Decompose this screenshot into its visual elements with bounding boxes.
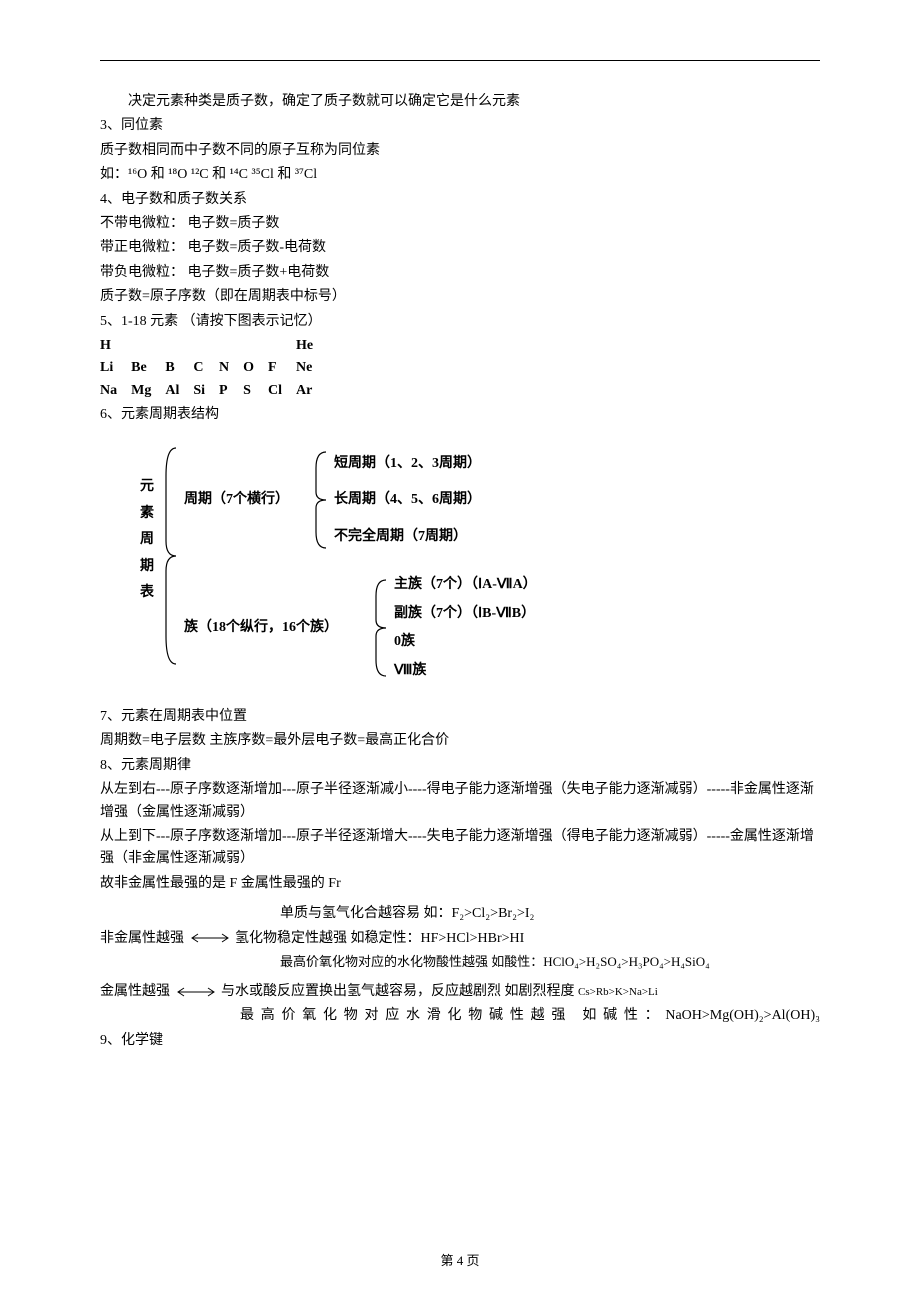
element-cell: O [243, 357, 268, 379]
brace-icon [374, 578, 388, 678]
root-char: 期 [140, 556, 156, 578]
metal-block: 金属性越强 与水或酸反应置换出氢气越容易，反应越剧烈 如剧烈程度 Cs>Rb>K… [100, 981, 820, 1028]
main-group: 主族（7个）（ⅠA-ⅦA） [394, 574, 537, 596]
element-cell: Mg [131, 380, 165, 402]
paragraph: 从上到下---原子序数逐渐增加---原子半径逐渐增大----失电子能力逐渐增强（… [100, 826, 820, 871]
paragraph: 决定元素种类是质子数，确定了质子数就可以确定它是什么元素 [100, 91, 820, 113]
root-char: 素 [140, 503, 156, 525]
small-text: Cs>Rb>K>Na>Li [578, 986, 658, 998]
label-post: 与水或酸反应置换出氢气越容易，反应越剧烈 如剧烈程度 [221, 984, 578, 999]
table-row: H He [100, 335, 327, 357]
nonmetal-block: 单质与氢气化合越容易 如：F₂>Cl₂>Br₂>I₂ 非金属性越强 氢化物稳定性… [100, 903, 820, 973]
incomplete-period: 不完全周期（7周期） [334, 526, 481, 548]
element-cell: Be [131, 357, 165, 379]
paragraph: 质子数=原子序数（即在周期表中标号） [100, 286, 820, 308]
table-row: Na Mg Al Si P S Cl Ar [100, 380, 327, 402]
element-cell: S [243, 380, 268, 402]
paragraph: 从左到右---原子序数逐渐增加---原子半径逐渐减小----得电子能力逐渐增强（… [100, 779, 820, 824]
element-cell: Li [100, 357, 131, 379]
element-cell [165, 335, 193, 357]
root-char: 元 [140, 476, 156, 498]
sub-group: 副族（7个）（ⅠB-ⅦB） [394, 603, 537, 625]
paragraph: 质子数相同而中子数不同的原子互称为同位素 [100, 140, 820, 162]
element-cell: Al [165, 380, 193, 402]
element-cell: He [296, 335, 327, 357]
heading-5: 5、1-18 元素 （请按下图表示记忆） [100, 311, 820, 333]
paragraph: 周期数=电子层数 主族序数=最外层电子数=最高正化合价 [100, 730, 820, 752]
element-cell: Si [193, 380, 219, 402]
element-cell: N [219, 357, 243, 379]
paragraph: 故非金属性最强的是 F 金属性最强的 Fr [100, 873, 820, 895]
label-pre: 非金属性越强 [100, 931, 184, 946]
element-cell [131, 335, 165, 357]
heading-3: 3、同位素 [100, 115, 820, 137]
heading-6: 6、元素周期表结构 [100, 404, 820, 426]
paragraph: 金属性越强 与水或酸反应置换出氢气越容易，反应越剧烈 如剧烈程度 Cs>Rb>K… [100, 981, 820, 1003]
root-char: 周 [140, 529, 156, 551]
paragraph: 带正电微粒： 电子数=质子数-电荷数 [100, 237, 820, 259]
element-cell: F [268, 357, 296, 379]
paragraph: 最高价氧化物对应水滑化物碱性越强 如碱性：NaOH>Mg(OH)₂>Al(OH)… [240, 1005, 820, 1027]
heading-9: 9、化学键 [100, 1030, 820, 1052]
element-cell [268, 335, 296, 357]
horizontal-rule [100, 60, 820, 61]
element-cell: P [219, 380, 243, 402]
heading-7: 7、元素在周期表中位置 [100, 706, 820, 728]
label-post: 氢化物稳定性越强 如稳定性：HF>HCl>HBr>HI [235, 931, 524, 946]
heading-8: 8、元素周期律 [100, 755, 820, 777]
root-char: 表 [140, 582, 156, 604]
label-pre: 金属性越强 [100, 984, 170, 999]
paragraph: 非金属性越强 氢化物稳定性越强 如稳定性：HF>HCl>HBr>HI [100, 928, 820, 950]
element-cell [243, 335, 268, 357]
long-period: 长周期（4、5、6周期） [334, 489, 481, 511]
element-cell: H [100, 335, 131, 357]
element-cell: Cl [268, 380, 296, 402]
page-footer: 第 4 页 [0, 1251, 920, 1272]
elements-table: H He Li Be B C N O F Ne Na Mg Al Si P S … [100, 335, 327, 402]
paragraph: 最高价氧化物对应的水化物酸性越强 如酸性：HClO₄>H₂SO₄>H₃PO₄>H… [280, 952, 820, 973]
paragraph: 单质与氢气化合越容易 如：F₂>Cl₂>Br₂>I₂ [280, 903, 820, 925]
brace-icon [164, 446, 178, 666]
zero-group: 0族 [394, 631, 537, 653]
short-period: 短周期（1、2、3周期） [334, 453, 481, 475]
paragraph: 不带电微粒： 电子数=质子数 [100, 213, 820, 235]
element-cell: Ar [296, 380, 327, 402]
element-cell [219, 335, 243, 357]
paragraph: 如：¹⁶O 和 ¹⁸O ¹²C 和 ¹⁴C ³⁵Cl 和 ³⁷Cl [100, 164, 820, 186]
root-label: 元 素 周 期 表 [140, 476, 156, 608]
group-label: 族（18个纵行，16个族） [184, 617, 374, 639]
element-cell: Na [100, 380, 131, 402]
double-arrow-icon [174, 986, 218, 998]
eight-group: Ⅷ族 [394, 660, 537, 682]
period-label: 周期（7个横行） [184, 489, 314, 511]
heading-4: 4、电子数和质子数关系 [100, 189, 820, 211]
structure-diagram: 元 素 周 期 表 周期（7个横行） 短周期（1、2、3周期） 长周期（4、5、… [140, 446, 820, 686]
paragraph: 带负电微粒： 电子数=质子数+电荷数 [100, 262, 820, 284]
double-arrow-icon [188, 932, 232, 944]
element-cell: Ne [296, 357, 327, 379]
element-cell: B [165, 357, 193, 379]
element-cell: C [193, 357, 219, 379]
element-cell [193, 335, 219, 357]
brace-icon [314, 450, 328, 550]
table-row: Li Be B C N O F Ne [100, 357, 327, 379]
